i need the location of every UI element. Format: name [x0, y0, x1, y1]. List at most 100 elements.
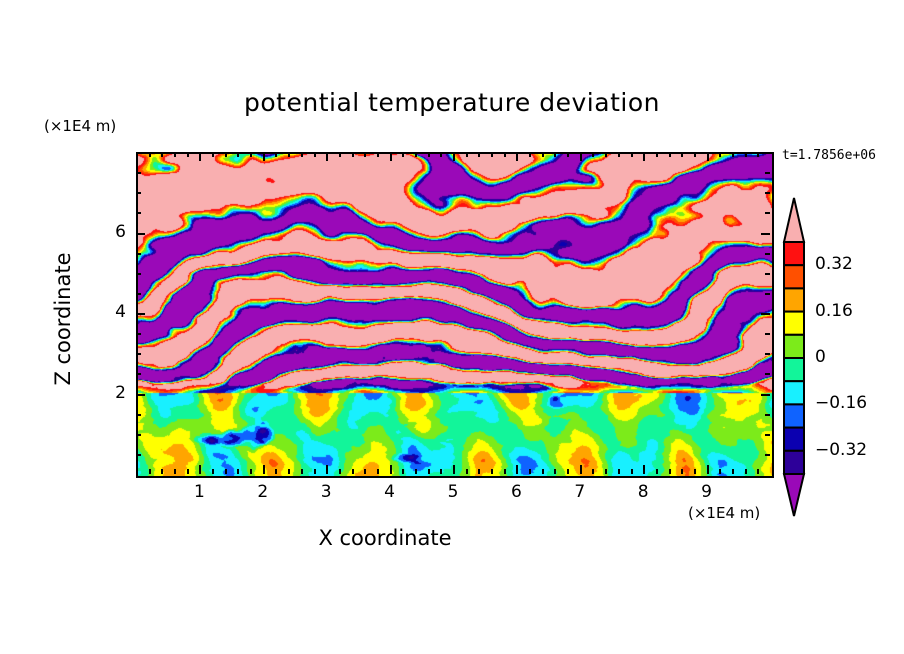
x-minor-tick: [250, 469, 252, 474]
x-minor-tick-top: [694, 152, 696, 157]
x-minor-tick: [504, 469, 506, 474]
colorbar-tick-label: −0.16: [815, 393, 868, 414]
y-major-tick-right: [761, 394, 770, 396]
plot-area: [136, 152, 774, 478]
x-minor-tick-top: [161, 152, 163, 157]
x-minor-tick-top: [656, 152, 658, 157]
x-major-tick: [263, 465, 265, 474]
x-minor-tick: [415, 469, 417, 474]
x-minor-tick: [288, 469, 290, 474]
x-minor-tick: [364, 469, 366, 474]
x-minor-tick-top: [415, 152, 417, 157]
x-minor-tick-top: [757, 152, 759, 157]
y-major-tick-right: [761, 233, 770, 235]
colorbar-tick-label: 0: [815, 347, 826, 367]
time-annotation: t=1.7856e+06: [782, 148, 876, 163]
x-minor-tick-top: [554, 152, 556, 157]
heatmap-canvas: [138, 154, 772, 476]
x-minor-tick-top: [681, 152, 683, 157]
y-minor-tick: [136, 192, 141, 194]
x-minor-tick: [681, 469, 683, 474]
x-major-tick-top: [326, 152, 328, 161]
x-major-tick: [326, 465, 328, 474]
colorbar-under-arrow: [782, 473, 806, 517]
y-minor-tick-right: [765, 333, 770, 335]
x-minor-tick-top: [402, 152, 404, 157]
x-minor-tick-top: [149, 152, 151, 157]
y-major-tick-right: [761, 313, 770, 315]
x-minor-tick-top: [732, 152, 734, 157]
colorbar-band: [783, 287, 805, 313]
x-tick-label: 2: [257, 482, 269, 502]
y-major-tick: [136, 233, 145, 235]
x-minor-tick-top: [187, 152, 189, 157]
x-major-tick: [580, 465, 582, 474]
y-tick-label: 6: [115, 221, 126, 242]
colorbar-band: [783, 403, 805, 429]
x-tick-label: 7: [574, 482, 586, 502]
y-minor-tick-right: [765, 373, 770, 375]
x-major-tick-top: [643, 152, 645, 161]
x-minor-tick: [554, 469, 556, 474]
x-minor-tick-top: [174, 152, 176, 157]
x-minor-tick: [377, 469, 379, 474]
y-major-tick: [136, 313, 145, 315]
y-minor-tick-right: [765, 253, 770, 255]
y-minor-tick-right: [765, 293, 770, 295]
y-tick-label: 2: [115, 382, 126, 403]
x-major-tick-top: [263, 152, 265, 161]
x-minor-tick: [631, 469, 633, 474]
y-minor-tick: [136, 293, 141, 295]
colorbar-svg: [782, 197, 806, 517]
x-minor-tick: [275, 469, 277, 474]
x-major-tick: [199, 465, 201, 474]
y-minor-tick: [136, 212, 141, 214]
y-minor-tick-right: [765, 454, 770, 456]
x-minor-tick: [694, 469, 696, 474]
colorbar-band: [783, 310, 805, 336]
colorbar-band: [783, 380, 805, 406]
x-minor-tick-top: [212, 152, 214, 157]
x-minor-tick-top: [466, 152, 468, 157]
x-minor-tick: [352, 469, 354, 474]
y-minor-tick-right: [765, 434, 770, 436]
x-minor-tick-top: [339, 152, 341, 157]
x-minor-tick-top: [377, 152, 379, 157]
y-major-tick: [136, 394, 145, 396]
x-minor-tick-top: [618, 152, 620, 157]
x-minor-tick: [212, 469, 214, 474]
x-minor-tick-top: [478, 152, 480, 157]
x-minor-tick: [174, 469, 176, 474]
x-minor-tick-top: [250, 152, 252, 157]
y-minor-tick-right: [765, 212, 770, 214]
x-tick-label: 1: [193, 482, 205, 502]
y-axis-title: Z coordinate: [51, 252, 75, 386]
x-major-tick-top: [453, 152, 455, 161]
x-minor-tick-top: [352, 152, 354, 157]
x-minor-tick-top: [719, 152, 721, 157]
x-minor-tick: [466, 469, 468, 474]
x-tick-label: 6: [510, 482, 522, 502]
x-minor-tick: [237, 469, 239, 474]
x-major-tick: [707, 465, 709, 474]
x-minor-tick: [567, 469, 569, 474]
x-minor-tick-top: [529, 152, 531, 157]
colorbar-band: [783, 264, 805, 290]
x-minor-tick-top: [592, 152, 594, 157]
x-minor-tick-top: [237, 152, 239, 157]
x-minor-tick: [745, 469, 747, 474]
page-title: potential temperature deviation: [244, 88, 660, 117]
x-minor-tick: [618, 469, 620, 474]
x-minor-tick-top: [314, 152, 316, 157]
x-major-tick-top: [516, 152, 518, 161]
y-minor-tick-right: [765, 192, 770, 194]
x-tick-label: 3: [320, 482, 332, 502]
x-minor-tick-top: [605, 152, 607, 157]
y-minor-tick-right: [765, 172, 770, 174]
x-minor-tick: [669, 469, 671, 474]
y-tick-label: 4: [115, 302, 126, 322]
y-minor-tick: [136, 333, 141, 335]
x-minor-tick: [161, 469, 163, 474]
x-minor-tick: [529, 469, 531, 474]
